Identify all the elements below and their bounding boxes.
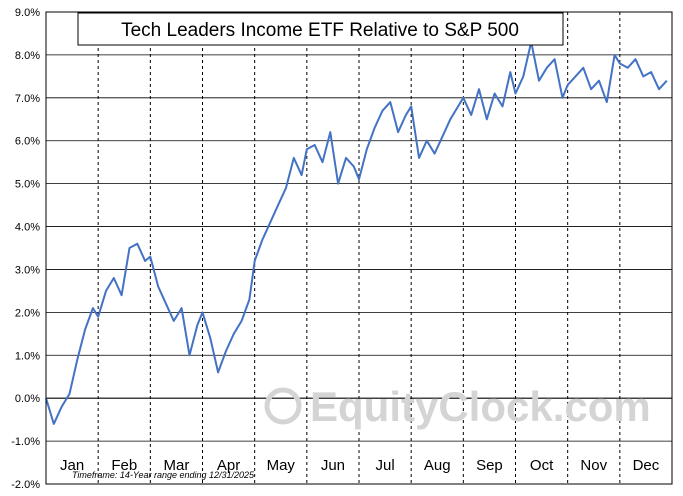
x-tick-label: Apr — [217, 457, 240, 474]
y-tick-label: 1.0% — [15, 350, 40, 362]
y-tick-label: -1.0% — [11, 436, 40, 448]
y-tick-label: 4.0% — [15, 222, 40, 234]
y-tick-label: 2.0% — [15, 307, 40, 319]
x-tick-label: Dec — [633, 457, 660, 474]
x-tick-label: Nov — [580, 457, 607, 474]
y-tick-label: -2.0% — [11, 479, 40, 491]
y-tick-label: 5.0% — [15, 179, 40, 191]
title-box — [77, 12, 564, 46]
x-tick-label: May — [267, 457, 296, 474]
x-tick-label: Aug — [424, 457, 451, 474]
y-tick-label: 7.0% — [15, 93, 40, 105]
watermark-logo — [264, 387, 302, 425]
x-tick-label: Jun — [321, 457, 345, 474]
plot-border — [45, 11, 673, 485]
x-tick-label: Sep — [476, 457, 503, 474]
series-line — [45, 41, 668, 425]
x-tick-label: Feb — [111, 457, 137, 474]
x-tick-label: Oct — [530, 457, 554, 474]
x-tick-label: Mar — [163, 457, 189, 474]
y-tick-label: 3.0% — [15, 264, 40, 276]
watermark-text: EquityClock.com — [310, 383, 651, 430]
chart-title: Tech Leaders Income ETF Relative to S&P … — [121, 20, 519, 41]
y-tick-label: 9.0% — [15, 7, 40, 19]
y-tick-label: 0.0% — [15, 393, 40, 405]
y-tick-label: 6.0% — [15, 136, 40, 148]
y-tick-label: 8.0% — [15, 50, 40, 62]
x-tick-label: Jul — [375, 457, 394, 474]
footnote: Timeframe: 14-Year range ending 12/31/20… — [72, 470, 255, 480]
x-tick-label: Jan — [60, 457, 84, 474]
